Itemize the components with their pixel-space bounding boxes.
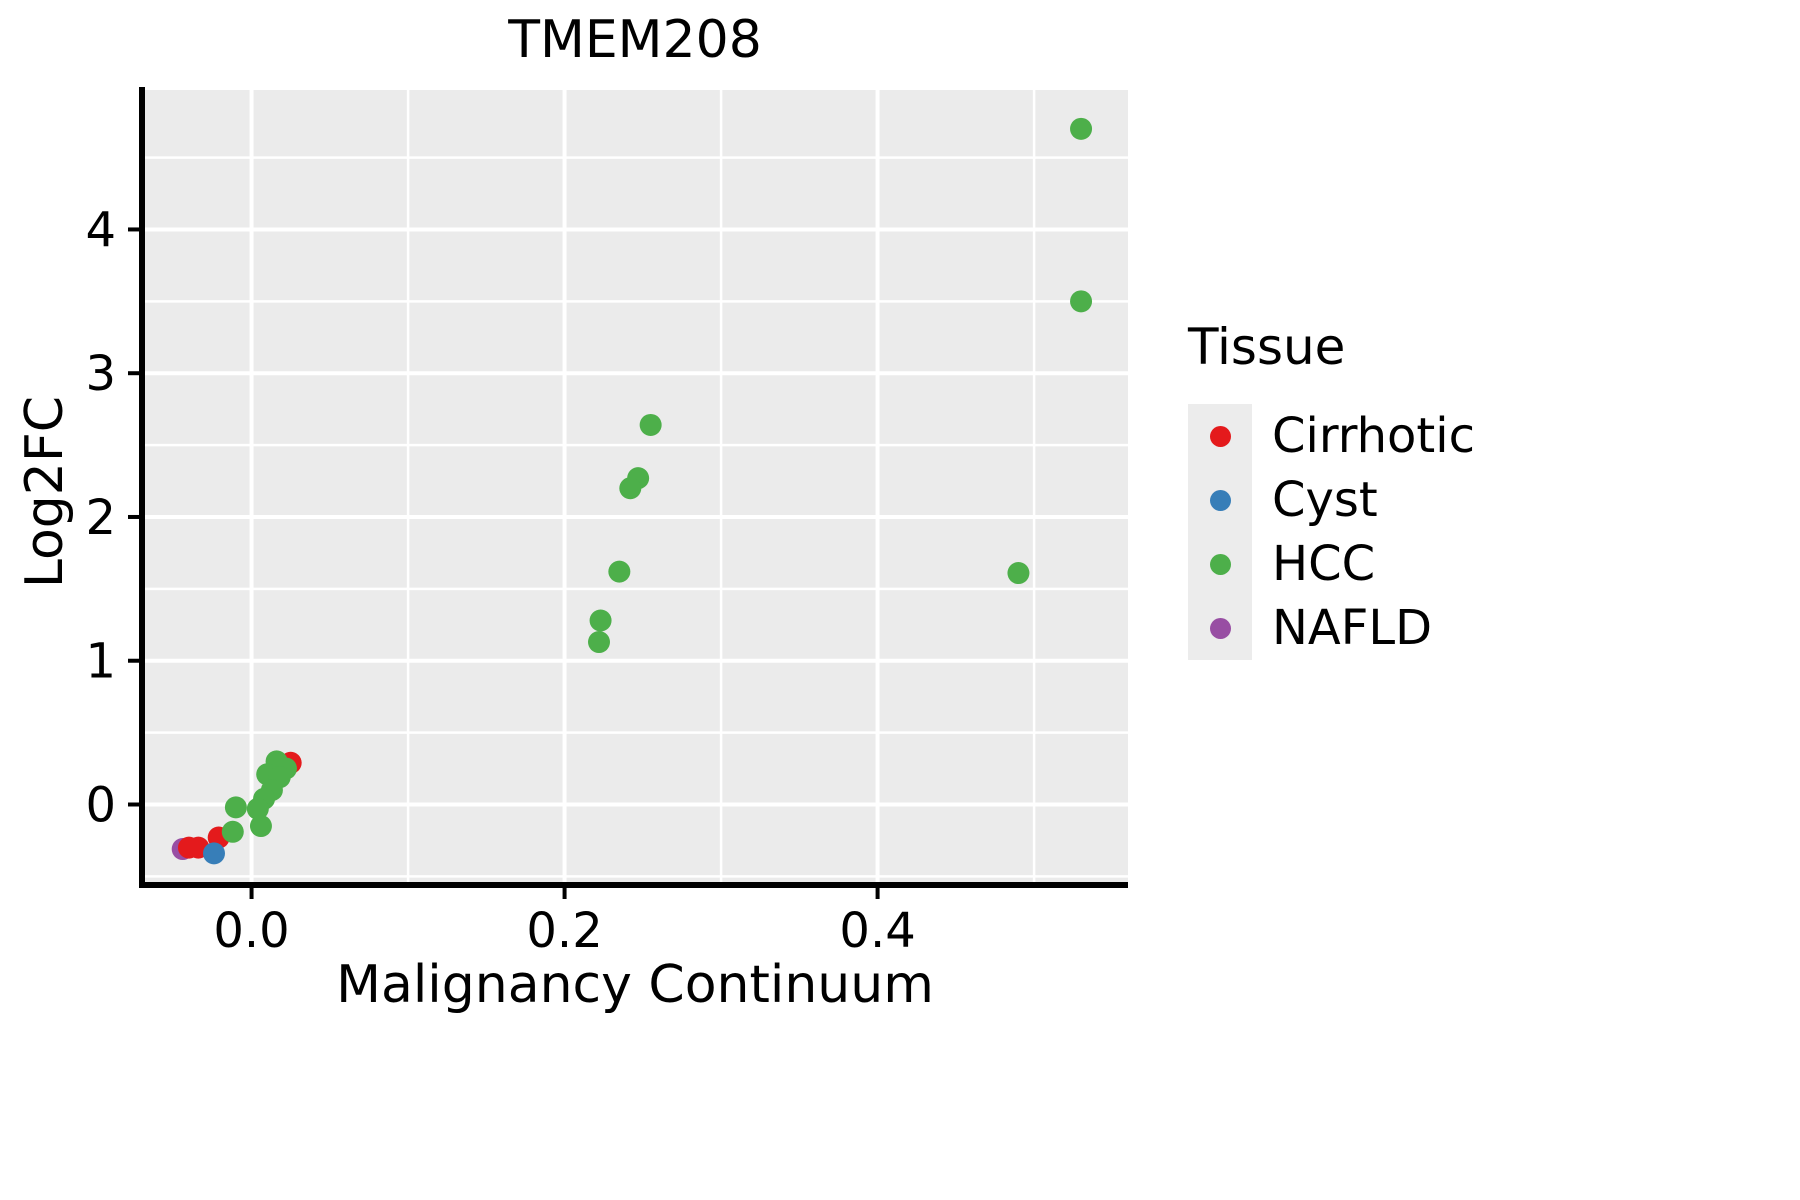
legend-title: Tissue — [1188, 318, 1346, 376]
legend-key — [1188, 404, 1252, 468]
legend-key — [1188, 532, 1252, 596]
x-tick-label: 0.0 — [213, 903, 289, 959]
legend-key — [1188, 468, 1252, 532]
data-point-hcc — [639, 413, 662, 436]
y-tick-label: 3 — [85, 346, 116, 402]
legend: Tissue Cirrhotic Cyst HCC NAFLD — [1188, 318, 1475, 660]
data-point-hcc — [1070, 290, 1093, 313]
data-point-hcc — [246, 797, 269, 820]
data-point-hcc — [221, 820, 244, 843]
data-point-hcc — [249, 815, 272, 838]
x-axis-label: Malignancy Continuum — [336, 955, 934, 1015]
y-tick-label: 0 — [85, 777, 116, 833]
legend-dot-icon — [1209, 617, 1231, 639]
legend-dot-icon — [1209, 489, 1231, 511]
chart-title: TMEM208 — [508, 10, 762, 70]
legend-dot-icon — [1209, 425, 1231, 447]
legend-item-label: Cirrhotic — [1272, 408, 1475, 464]
data-point-hcc — [224, 796, 247, 819]
legend-key — [1188, 596, 1252, 660]
y-axis-label: Log2FC — [15, 395, 75, 589]
data-point-hcc — [1070, 117, 1093, 140]
legend-item-label: HCC — [1272, 536, 1376, 592]
x-tick-label: 0.4 — [839, 903, 915, 959]
data-point-hcc — [1007, 562, 1030, 585]
data-point-cyst — [202, 842, 225, 865]
y-tick-label: 4 — [85, 202, 116, 258]
y-tick-label: 1 — [85, 634, 116, 690]
legend-item-cirrhotic: Cirrhotic — [1188, 404, 1475, 468]
legend-item-label: NAFLD — [1272, 600, 1433, 656]
legend-item-cyst: Cyst — [1188, 468, 1475, 532]
legend-item-nafld: NAFLD — [1188, 596, 1475, 660]
x-tick-label: 0.2 — [526, 903, 602, 959]
y-tick-label: 2 — [85, 490, 116, 546]
legend-item-hcc: HCC — [1188, 532, 1475, 596]
legend-dot-icon — [1209, 553, 1231, 575]
data-point-hcc — [608, 560, 631, 583]
data-point-hcc — [619, 477, 642, 500]
data-point-hcc — [589, 609, 612, 632]
data-point-hcc — [588, 631, 611, 654]
legend-item-label: Cyst — [1272, 472, 1378, 528]
